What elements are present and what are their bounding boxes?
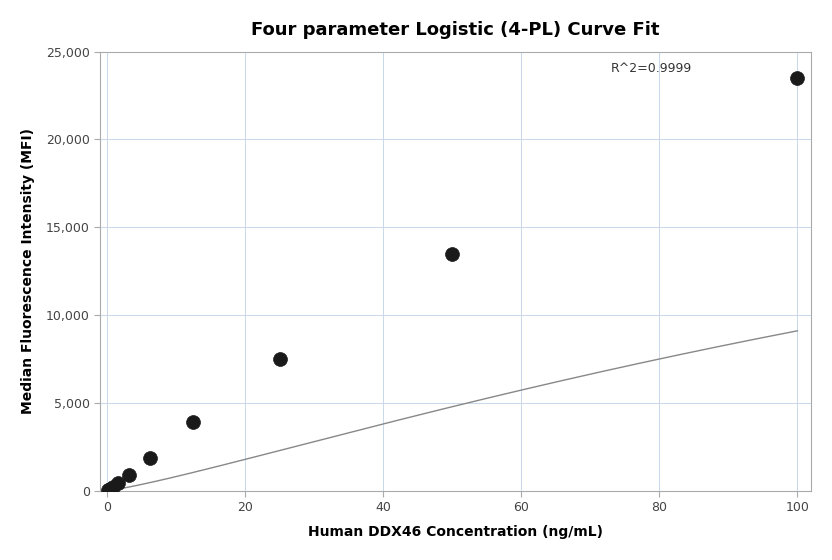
Title: Four parameter Logistic (4-PL) Curve Fit: Four parameter Logistic (4-PL) Curve Fit	[251, 21, 660, 39]
Point	[186, 418, 200, 427]
Point	[144, 454, 157, 463]
Point	[790, 73, 804, 82]
Point	[106, 482, 119, 491]
Text: R^2=0.9999: R^2=0.9999	[611, 62, 692, 75]
Y-axis label: Median Fluorescence Intensity (MFI): Median Fluorescence Intensity (MFI)	[21, 128, 35, 414]
Point	[446, 249, 459, 258]
Point	[103, 484, 116, 493]
X-axis label: Human DDX46 Concentration (ng/mL): Human DDX46 Concentration (ng/mL)	[308, 525, 603, 539]
Point	[111, 478, 125, 487]
Point	[102, 485, 115, 494]
Point	[273, 354, 286, 363]
Point	[122, 470, 136, 479]
